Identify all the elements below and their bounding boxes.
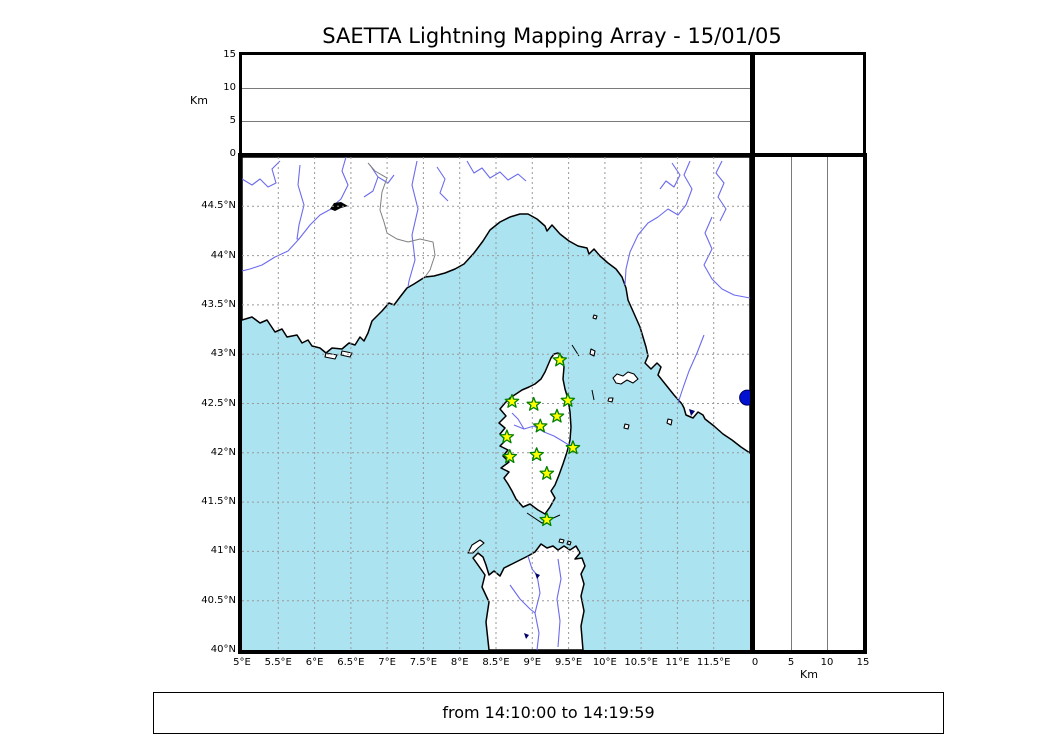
top-panel-tick-label: 0 [229,148,236,159]
river [363,164,379,198]
top-panel-tick-label: 5 [229,115,236,126]
altitude-vs-longitude-panel [239,52,753,159]
island [558,538,565,544]
time-range-box: from 14:10:00 to 14:19:59 [153,692,944,734]
chart-title: SAETTA Lightning Mapping Array - 15/01/0… [322,24,782,48]
time-range-label: from 14:10:00 to 14:19:59 [442,703,655,722]
lon-tick-label: 9°E [523,657,542,668]
station-star-marker [539,512,555,527]
river [556,558,562,648]
island [666,418,673,426]
sardinia [472,543,586,650]
country-border-layer [367,162,436,278]
lat-tick-label: 40°N [210,644,236,655]
station-star-marker [552,352,568,367]
right-panel-tick-label: 0 [751,657,759,668]
altitude-histogram-panel [751,52,866,159]
lon-tick-label: 6.5°E [337,657,365,668]
river [466,160,527,182]
lat-tick-label: 40.5°N [201,594,236,606]
altitude-vs-latitude-panel [751,153,867,654]
station-star-marker [532,418,548,433]
island [612,371,639,385]
right-panel-tick-label: 10 [820,657,834,668]
lon-tick-label: 8.5°E [482,657,510,668]
river [511,412,525,430]
land-layer [242,157,750,650]
island [589,348,596,357]
lon-tick-label: 8°E [450,657,469,668]
river [377,174,395,184]
lat-tick-label: 42°N [210,446,236,458]
river [624,160,693,286]
lake [535,573,540,579]
lake [689,409,695,416]
island [623,423,630,430]
lat-tick-label: 41°N [210,545,236,557]
lon-tick-label: 10°E [592,657,617,668]
lat-tick-label: 43.5°N [201,298,236,310]
corsica [498,352,572,515]
map-canvas [242,157,750,650]
station-star-marker [539,465,555,480]
lon-tick-label: 10.5°E [624,657,658,668]
map-panel [238,153,754,654]
river [509,584,536,614]
lat-tick-label: 44°N [210,249,236,261]
lon-tick-label: 5°E [233,657,251,668]
lightning-source-dot [739,389,750,406]
right-panel-tick-label: 15 [856,657,870,668]
lat-tick-label: 43°N [210,348,236,360]
river [703,216,750,299]
river [715,160,727,222]
top-panel-tick-label: 10 [223,82,236,93]
station-star-marker [565,440,581,455]
island [607,397,614,403]
station-star-marker [549,408,565,423]
station-star-marker [502,449,518,464]
lat-tick-label: 41.5°N [201,496,236,508]
altitude-gridline [242,121,750,122]
river-layer [242,157,750,650]
right-panel-km-axis-label: Km [800,668,818,681]
mainland-coast [242,157,750,454]
lake [524,633,529,639]
right-panel-tick-label: 5 [787,657,795,668]
altitude-gridline [791,157,792,650]
river [296,164,305,240]
lon-tick-label: 11.5°E [696,657,731,668]
altitude-gridline [242,88,750,89]
country-border [367,162,436,278]
station-star-marker [560,392,576,407]
station-star-marker [499,429,515,444]
river [677,334,705,404]
river [242,160,281,188]
river [242,208,332,272]
river [436,166,449,202]
island [592,314,598,320]
lat-tick-label: 44.5°N [201,200,236,212]
river [407,160,419,288]
lat-tick-label: 42.5°N [201,397,236,409]
lon-tick-label: 6°E [305,657,324,668]
lon-tick-label: 7°E [378,657,396,668]
island [467,539,485,554]
lon-tick-label: 5.5°E [264,657,292,668]
top-panel-km-axis-label: Km [190,94,208,107]
station-star-marker [529,447,544,462]
stations-layer [499,352,581,527]
station-star-marker [504,393,520,408]
lon-tick-label: 7.5°E [409,657,438,668]
river [659,162,681,190]
river [333,157,349,206]
altitude-gridline [827,157,828,650]
station-star-marker [526,396,542,411]
lon-tick-label: 11°E [665,657,690,668]
island [340,350,353,358]
top-panel-tick-label: 15 [223,49,236,60]
lon-tick-label: 9.5°E [554,657,583,668]
